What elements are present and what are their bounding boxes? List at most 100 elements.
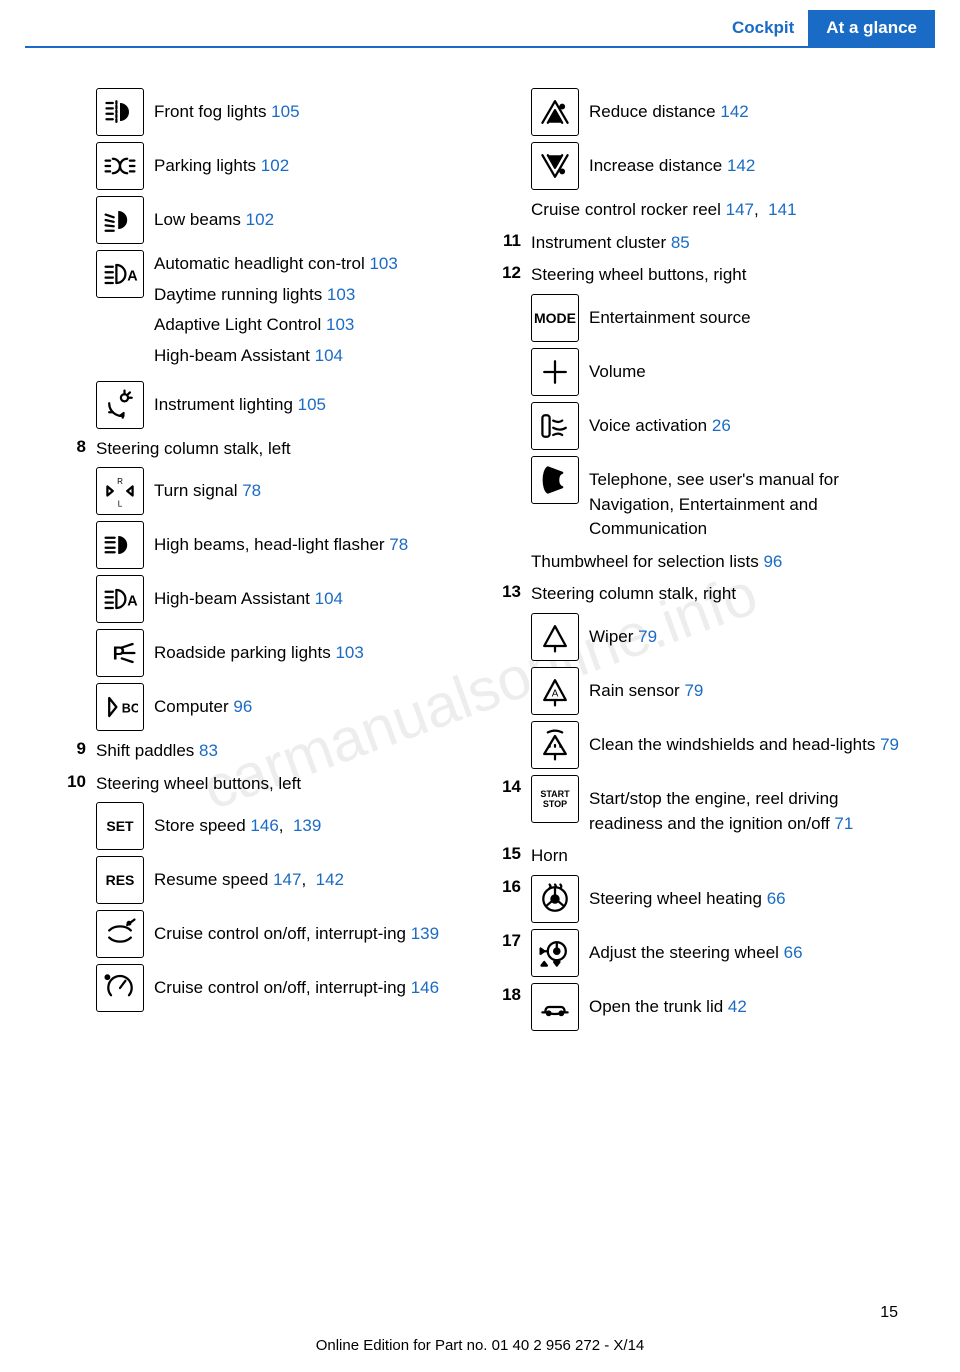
item-text: Shift paddles — [96, 741, 199, 760]
item-text: Wiper — [589, 627, 638, 646]
page-ref-link[interactable]: 103 — [335, 643, 363, 662]
item-text: Roadside parking lights — [154, 643, 335, 662]
trunk-icon — [531, 983, 579, 1031]
item-text-block: Volume — [589, 348, 900, 385]
sub-line: Daytime running lights 103 — [154, 283, 465, 308]
res-icon: RES — [96, 856, 144, 904]
list-item: 8Steering column stalk, left — [60, 435, 465, 462]
item-number — [60, 381, 86, 383]
page-ref-link[interactable]: 103 — [327, 285, 355, 304]
page-ref-link[interactable]: 26 — [712, 416, 731, 435]
item-text: Resume speed — [154, 870, 273, 889]
page-ref-link[interactable]: 139 — [293, 816, 321, 835]
item-text-block: Instrument lighting 105 — [154, 381, 465, 418]
list-item: Voice activation 26 — [495, 402, 900, 450]
item-text-block: Adjust the steering wheel 66 — [589, 929, 900, 966]
list-item: RLTurn signal 78 — [60, 467, 465, 515]
page-ref-link[interactable]: 102 — [246, 210, 274, 229]
page-ref-link[interactable]: 146 — [411, 978, 439, 997]
content-area: Front fog lights 105Parking lights 102Lo… — [0, 48, 960, 1057]
item-text: Entertainment source — [589, 308, 751, 327]
sub-line: High-beam Assistant 104 — [154, 344, 465, 369]
page-ref-link[interactable]: 102 — [261, 156, 289, 175]
page-ref-link[interactable]: 146 — [250, 816, 278, 835]
list-item: Cruise control on/off, interrupt-ing 146 — [60, 964, 465, 1012]
item-number — [60, 683, 86, 685]
item-text-block: Shift paddles 83 — [96, 737, 465, 764]
page-ref-link[interactable]: 147 — [726, 200, 754, 219]
page-ref-link[interactable]: 104 — [315, 589, 343, 608]
item-number — [495, 142, 521, 144]
item-text: Clean the windshields and head-lights — [589, 735, 880, 754]
wiper-icon — [531, 613, 579, 661]
page-ref-link[interactable]: 79 — [684, 681, 703, 700]
item-text-block: Start/stop the engine, reel driving read… — [589, 775, 900, 836]
page-ref-link[interactable]: 105 — [271, 102, 299, 121]
item-number: 18 — [495, 983, 521, 1005]
page-ref-link[interactable]: 79 — [638, 627, 657, 646]
page-ref-link[interactable]: 66 — [767, 889, 786, 908]
list-item: Volume — [495, 348, 900, 396]
item-text: Cruise control rocker reel — [531, 200, 726, 219]
page-ref-link[interactable]: 42 — [728, 997, 747, 1016]
item-number: 11 — [495, 229, 521, 251]
page-header: Cockpit At a glance — [25, 10, 935, 48]
page-ref-link[interactable]: 141 — [768, 200, 796, 219]
list-item: BCComputer 96 — [60, 683, 465, 731]
svg-text:A: A — [552, 689, 559, 700]
page-ref-link[interactable]: 103 — [326, 315, 354, 334]
item-text: Computer — [154, 697, 233, 716]
item-number — [60, 250, 86, 252]
list-item: Low beams 102 — [60, 196, 465, 244]
page-ref-link[interactable]: 83 — [199, 741, 218, 760]
page-ref-link[interactable]: 147 — [273, 870, 301, 889]
page-ref-link[interactable]: 78 — [389, 535, 408, 554]
mode-icon: MODE — [531, 294, 579, 342]
page-ref-link[interactable]: 103 — [369, 254, 397, 273]
page-ref-link[interactable]: 66 — [784, 943, 803, 962]
item-number — [60, 964, 86, 966]
item-number: 13 — [495, 580, 521, 602]
page-ref-link[interactable]: 142 — [720, 102, 748, 121]
item-number: 17 — [495, 929, 521, 951]
list-item: Clean the windshields and head-lights 79 — [495, 721, 900, 769]
page-ref-link[interactable]: 105 — [298, 395, 326, 414]
item-text: High beams, head-light flasher — [154, 535, 389, 554]
parking-icon — [96, 142, 144, 190]
instlight-icon — [96, 381, 144, 429]
item-number: 14 — [495, 775, 521, 797]
item-text: Turn signal — [154, 481, 242, 500]
header-chapter: At a glance — [808, 10, 935, 46]
item-text: Increase distance — [589, 156, 727, 175]
phone-icon — [531, 456, 579, 504]
item-number — [60, 910, 86, 912]
lowbeam-icon — [96, 196, 144, 244]
wash-icon — [531, 721, 579, 769]
rain-icon: A — [531, 667, 579, 715]
page-ref-link[interactable]: 78 — [242, 481, 261, 500]
item-text: Steering column stalk, left — [96, 439, 291, 458]
list-item: High beams, head-light flasher 78 — [60, 521, 465, 569]
page-ref-link[interactable]: 96 — [233, 697, 252, 716]
item-text-block: Front fog lights 105 — [154, 88, 465, 125]
page-ref-link[interactable]: 142 — [727, 156, 755, 175]
item-number — [495, 548, 521, 550]
item-number — [60, 802, 86, 804]
item-text: Start/stop the engine, reel driving read… — [589, 789, 838, 833]
ccinter2-icon — [96, 964, 144, 1012]
item-number — [60, 196, 86, 198]
item-text-block: Reduce distance 142 — [589, 88, 900, 125]
item-text-block: Telephone, see user's manual for Navigat… — [589, 456, 900, 542]
page-ref-link[interactable]: 104 — [315, 346, 343, 365]
page-ref-link[interactable]: 139 — [411, 924, 439, 943]
page-ref-link[interactable]: 85 — [671, 233, 690, 252]
item-number: 12 — [495, 261, 521, 283]
set-icon: SET — [96, 802, 144, 850]
item-text-block: High beams, head-light flasher 78 — [154, 521, 465, 558]
item-number — [60, 467, 86, 469]
page-ref-link[interactable]: 142 — [316, 870, 344, 889]
item-text-block: Roadside parking lights 103 — [154, 629, 465, 666]
page-ref-link[interactable]: 96 — [763, 552, 782, 571]
page-ref-link[interactable]: 71 — [834, 814, 853, 833]
page-ref-link[interactable]: 79 — [880, 735, 899, 754]
